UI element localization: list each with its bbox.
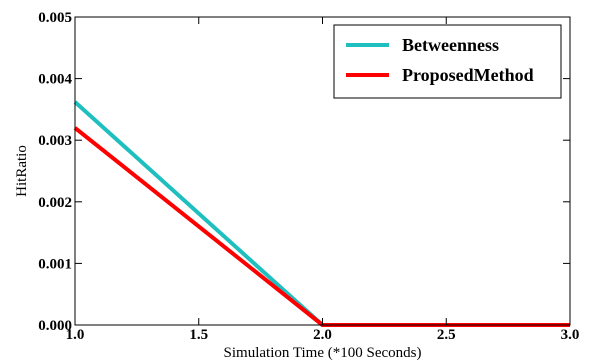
legend: Betweenness ProposedMethod <box>333 24 562 99</box>
series-line-betweenness <box>73 100 570 327</box>
legend-entry: Betweenness <box>402 35 499 55</box>
x-tick-label: 3.0 <box>561 327 580 343</box>
x-tick-label: 2.5 <box>437 327 456 343</box>
x-tick-label: 2.0 <box>313 327 332 343</box>
x-axis-label: Simulation Time (*100 Seconds) <box>224 345 422 361</box>
y-tick-label: 0.000 <box>38 318 72 334</box>
y-tick-label: 0.004 <box>38 72 72 88</box>
y-axis-label: HitRatio <box>14 145 30 197</box>
x-tick-label: 1.0 <box>66 327 85 343</box>
tick-labels: 1.0 1.5 2.0 2.5 3.0 0.000 0.001 0.002 0.003 0.004… <box>38 10 579 343</box>
plot-lines <box>73 100 570 327</box>
y-tick-label: 0.003 <box>38 133 72 149</box>
series-line-proposedmethod <box>73 126 570 327</box>
y-tick-label: 0.002 <box>38 195 72 211</box>
legend-entry: ProposedMethod <box>402 65 534 85</box>
x-tick-label: 1.5 <box>189 327 208 343</box>
y-tick-label: 0.005 <box>38 10 72 26</box>
legend-box <box>333 24 562 99</box>
axis-ticks <box>74 16 571 326</box>
y-tick-label: 0.001 <box>38 256 72 272</box>
